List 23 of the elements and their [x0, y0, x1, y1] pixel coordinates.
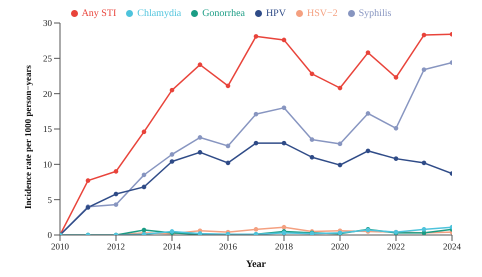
x-tick-label: 2016 — [219, 241, 238, 252]
x-tick-label: 2010 — [51, 241, 70, 252]
y-tick-label: 5 — [48, 194, 52, 205]
x-axis-title: Year — [246, 259, 267, 270]
legend-label: Gonorrhea — [202, 8, 245, 19]
legend-label: HPV — [266, 8, 286, 19]
y-tick-label: 25 — [43, 54, 52, 64]
x-tick-label: 2020 — [331, 241, 350, 252]
y-tick-label: 15 — [43, 124, 52, 134]
legend-label: Chlamydia — [137, 8, 182, 19]
x-tick-label: 2014 — [163, 241, 182, 252]
y-tick-label: 20 — [43, 88, 52, 99]
x-tick-label: 2018 — [275, 241, 294, 252]
legend-label: Any STI — [82, 8, 116, 19]
y-tick-label: 0 — [48, 230, 52, 240]
x-tick-label: 2012 — [107, 241, 125, 252]
y-tick-label: 10 — [43, 160, 52, 170]
legend-label: HSV−2 — [306, 8, 338, 19]
y-axis-title: Incidence rate per 1000 person−years — [23, 64, 34, 209]
y-tick-label: 30 — [43, 18, 52, 28]
x-tick-label: 2022 — [387, 241, 405, 252]
legend-label: Syphilis — [358, 8, 392, 19]
x-tick-label: 2024 — [443, 241, 462, 252]
